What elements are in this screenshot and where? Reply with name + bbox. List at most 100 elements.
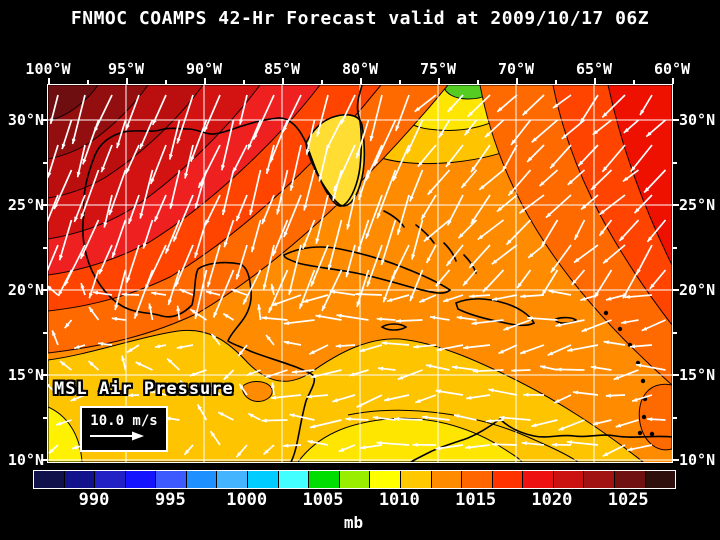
tick <box>673 161 677 164</box>
wind-arrowhead <box>378 366 384 371</box>
wind-arrow <box>190 119 208 163</box>
wind-arrowhead <box>109 209 113 216</box>
colorbar-unit-label: mb <box>343 513 364 532</box>
wind-arrowhead <box>70 397 77 401</box>
wind-arrow <box>491 244 518 265</box>
wind-arrow <box>203 94 221 133</box>
wind-arrowhead <box>152 119 157 125</box>
tick <box>282 78 284 84</box>
tick <box>516 78 518 84</box>
wind-arrowhead <box>574 234 579 240</box>
wind-arrowhead <box>372 415 379 420</box>
wind-arrow <box>477 219 505 241</box>
island-dot <box>641 414 647 420</box>
wind-arrowhead <box>446 260 452 266</box>
wind-arrowhead <box>527 156 533 162</box>
wind-arrowhead <box>415 398 421 403</box>
wind-arrowhead <box>359 348 365 352</box>
wind-arrow <box>406 119 424 154</box>
wind-arrowhead <box>472 369 478 374</box>
wind-arrowhead <box>381 259 385 265</box>
wind-arrowhead <box>127 393 134 398</box>
wind-arrow <box>478 169 505 191</box>
wind-arrowhead <box>527 316 533 321</box>
wind-arrowhead <box>497 106 503 112</box>
wind-arrow <box>82 119 100 165</box>
wind-arrow <box>58 219 73 261</box>
wind-arrowhead <box>190 309 196 314</box>
wind-arrowhead <box>261 418 267 423</box>
wind-arrowhead <box>289 413 295 418</box>
wind-arrow <box>48 144 59 178</box>
wind-arrow <box>212 269 235 318</box>
wind-arrowhead <box>531 137 537 143</box>
wind-arrowhead <box>458 233 464 239</box>
wind-arrowhead <box>150 178 155 184</box>
wind-arrow <box>139 119 154 150</box>
wind-arrowhead <box>248 413 254 418</box>
island-dot <box>649 431 655 437</box>
wind-arrowhead <box>302 243 307 249</box>
colorbar-tick-label: 1000 <box>226 490 268 510</box>
wind-arrowhead <box>358 194 363 200</box>
wind-arrowhead <box>60 361 66 366</box>
lat-label-right: 15°N <box>679 366 716 384</box>
wind-arrowhead <box>92 290 99 295</box>
colorbar-tick-label: 1025 <box>607 490 649 510</box>
wind-arrow <box>467 94 491 118</box>
tick <box>41 204 47 206</box>
wind-arrowhead <box>411 254 416 260</box>
wind-arrow <box>601 94 626 119</box>
colorbar-tick-labels: 990 995 1000 1005 1010 1015 1020 1025 <box>33 490 674 512</box>
tick <box>673 204 679 206</box>
wind-arrowhead <box>236 215 241 222</box>
wind-arrow <box>235 244 248 280</box>
wind-arrowhead <box>72 445 78 450</box>
wind-arrowhead <box>289 185 294 191</box>
wind-arrowhead <box>327 264 332 270</box>
wind-arrowhead <box>454 414 460 419</box>
wind-arrowhead <box>206 290 212 295</box>
wind-arrowhead <box>54 203 59 210</box>
lon-label: 65°W <box>575 60 613 78</box>
wind-arrow <box>269 119 289 164</box>
lon-label: 70°W <box>497 60 535 78</box>
wind-arrow <box>471 319 504 325</box>
coastline-jamaica <box>380 323 408 331</box>
wind-arrowhead <box>503 326 509 331</box>
wind-arrowhead <box>128 218 133 224</box>
colorbar-cell <box>583 471 614 488</box>
wind-arrowhead <box>176 305 181 312</box>
colorbar-cell <box>94 471 125 488</box>
tick <box>438 78 440 84</box>
wind-arrowhead <box>520 350 526 354</box>
wind-arrow <box>346 194 356 230</box>
wind-arrowhead <box>413 344 419 349</box>
wind-arrowhead <box>198 182 203 188</box>
coastline-mexico-central-america <box>82 212 316 462</box>
wind-arrowhead <box>179 289 185 294</box>
wind-arrowhead <box>561 134 567 139</box>
wind-arrowhead <box>74 344 80 349</box>
wind-arrowhead <box>80 213 85 219</box>
wind-arrowhead <box>469 262 475 268</box>
wind-arrowhead <box>627 447 633 452</box>
wind-arrow <box>340 94 356 125</box>
wind-arrowhead <box>316 131 321 137</box>
wind-arrowhead <box>470 218 476 224</box>
wind-arrow <box>598 194 626 216</box>
wind-arrow <box>376 441 410 446</box>
wind-arrowhead <box>180 380 186 386</box>
lat-label-left: 15°N <box>7 366 44 384</box>
wind-arrowhead <box>603 340 610 345</box>
wind-arrowhead <box>154 344 161 349</box>
map-area: MSL Air Pressure 10.0 m/s <box>47 84 673 463</box>
wind-arrowhead <box>49 118 54 124</box>
field-label: MSL Air Pressure <box>54 379 234 399</box>
coastline-florida <box>305 114 366 207</box>
wind-arrowhead <box>599 209 605 215</box>
wind-arrowhead <box>184 173 189 179</box>
coastline-bahamas <box>383 210 477 274</box>
wind-arrowhead <box>540 365 546 370</box>
tick <box>673 119 679 121</box>
